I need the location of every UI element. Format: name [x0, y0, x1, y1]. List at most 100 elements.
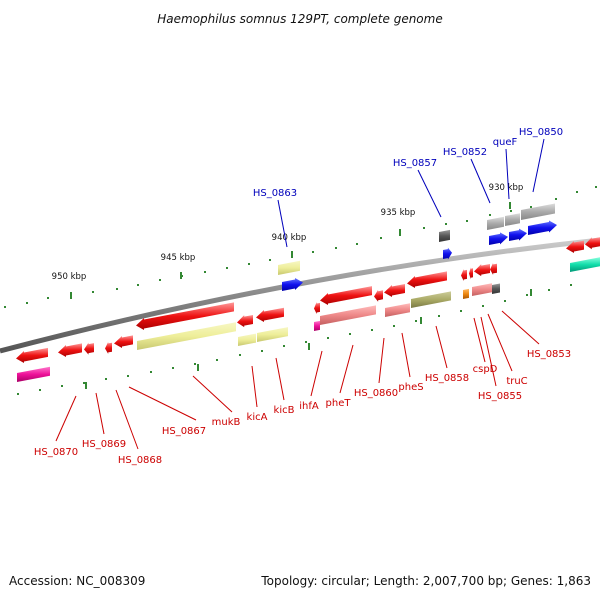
reverse-gene-label: ihfA	[299, 401, 319, 412]
reverse-gene-label: kicA	[247, 412, 268, 423]
reverse-cds-arrow	[374, 289, 383, 302]
scale-minor-tick	[466, 220, 468, 222]
reverse-gene-label: HS_0868	[118, 455, 162, 466]
scale-minor-tick	[150, 371, 152, 373]
scale-tick-label: 930 kbp	[489, 183, 524, 193]
scale-major-tick	[308, 343, 310, 350]
forward-cog-band	[278, 260, 300, 275]
gene-features	[16, 203, 600, 382]
scale-major-tick	[85, 382, 87, 389]
reverse-cog-band	[238, 333, 256, 346]
scale-tick-label: 935 kbp	[381, 208, 416, 218]
scale-major-tick	[197, 364, 199, 371]
scale-minor-tick	[460, 310, 462, 312]
forward-cog-band	[521, 203, 555, 220]
reverse-label-leader	[339, 344, 354, 394]
reverse-cog-band	[472, 283, 492, 296]
scale-minor-tick	[194, 363, 196, 365]
reverse-cds-arrow	[384, 284, 405, 297]
forward-cds-arrow	[509, 228, 527, 241]
scale-minor-tick	[371, 329, 373, 331]
scale-minor-tick	[261, 350, 263, 352]
scale-major-tick	[399, 229, 401, 236]
reverse-gene-label: mukB	[212, 417, 241, 428]
reverse-cds-arrow	[566, 240, 584, 253]
forward-label-leader	[470, 158, 491, 204]
reverse-cds-arrow	[469, 267, 473, 280]
reverse-gene-label: truC	[506, 376, 527, 387]
reverse-label-leader	[310, 350, 323, 397]
forward-gene-label: HS_0857	[393, 158, 437, 169]
reverse-label-leader	[378, 337, 385, 384]
reverse-gene-label: HS_0870	[34, 447, 78, 458]
scale-major-tick	[291, 251, 293, 258]
reverse-label-leader	[487, 313, 513, 372]
reverse-label-leader	[192, 375, 233, 413]
scale-minor-tick	[305, 341, 307, 343]
reverse-label-leader	[480, 316, 497, 387]
reverse-gene-label: HS_0869	[82, 439, 126, 450]
reverse-cog-band	[137, 322, 236, 350]
scale-minor-tick	[248, 263, 250, 265]
reverse-cog-band	[17, 366, 50, 382]
scale-minor-tick	[595, 186, 597, 188]
scale-minor-tick	[445, 223, 447, 225]
reverse-cds-arrow	[407, 271, 447, 288]
reverse-gene-label: HS_0853	[527, 349, 571, 360]
forward-cog-band	[505, 213, 520, 226]
reverse-gene-label: pheT	[326, 398, 352, 409]
scale-minor-tick	[393, 325, 395, 327]
reverse-cds-arrow	[314, 302, 320, 314]
scale-minor-tick	[548, 289, 550, 291]
reverse-gene-label: HS_0867	[162, 426, 206, 437]
reverse-cds-arrow	[84, 342, 94, 355]
scale-minor-tick	[438, 315, 440, 317]
scale-minor-tick	[159, 279, 161, 281]
forward-label-leader	[505, 148, 510, 200]
reverse-label-leader	[401, 332, 411, 378]
reverse-gene-label: pheS	[398, 382, 423, 393]
scale-minor-tick	[239, 354, 241, 356]
scale-minor-tick	[530, 206, 532, 208]
scale-minor-tick	[17, 393, 19, 395]
forward-cds-arrow	[528, 220, 557, 235]
reverse-label-leader	[251, 365, 258, 408]
scale-major-tick	[509, 202, 511, 209]
forward-label-leader	[277, 199, 288, 248]
scale-minor-tick	[116, 288, 118, 290]
forward-label-leader	[532, 138, 545, 193]
reverse-cds-arrow	[16, 347, 48, 363]
scale-minor-tick	[312, 251, 314, 253]
reverse-gene-label: kicB	[274, 405, 295, 416]
reverse-cog-band	[492, 283, 500, 294]
reverse-gene-label: cspD	[473, 364, 498, 375]
reverse-cog-band	[570, 257, 600, 272]
reverse-cds-arrow	[58, 343, 82, 357]
reverse-cog-band	[320, 305, 376, 325]
reverse-label-leader	[435, 325, 448, 369]
scale-minor-tick	[204, 271, 206, 273]
genome-summary-text: Topology: circular; Length: 2,007,700 bp…	[261, 574, 591, 588]
scale-minor-tick	[335, 247, 337, 249]
reverse-cds-arrow	[237, 315, 253, 328]
scale-minor-tick	[172, 367, 174, 369]
reverse-gene-label: HS_0858	[425, 373, 469, 384]
scale-minor-tick	[83, 382, 85, 384]
scale-minor-tick	[39, 389, 41, 391]
reverse-cds-arrow	[105, 341, 112, 354]
reverse-cds-arrow	[490, 262, 497, 275]
map-title: Haemophilus somnus 129PT, complete genom…	[157, 12, 442, 26]
scale-minor-tick	[47, 297, 49, 299]
scale-minor-tick	[423, 227, 425, 229]
scale-minor-tick	[380, 237, 382, 239]
scale-minor-tick	[415, 320, 417, 322]
reverse-label-leader	[275, 357, 285, 401]
reverse-gene-label: HS_0860	[354, 388, 398, 399]
forward-cds-arrow	[282, 278, 303, 291]
scale-tick-labels: 950 kbp 945 kbp 940 kbp 935 kbp 930 kbp	[52, 183, 524, 282]
scale-minor-tick	[92, 291, 94, 293]
forward-cds-arrow	[489, 232, 508, 245]
reverse-cog-band	[463, 288, 469, 299]
